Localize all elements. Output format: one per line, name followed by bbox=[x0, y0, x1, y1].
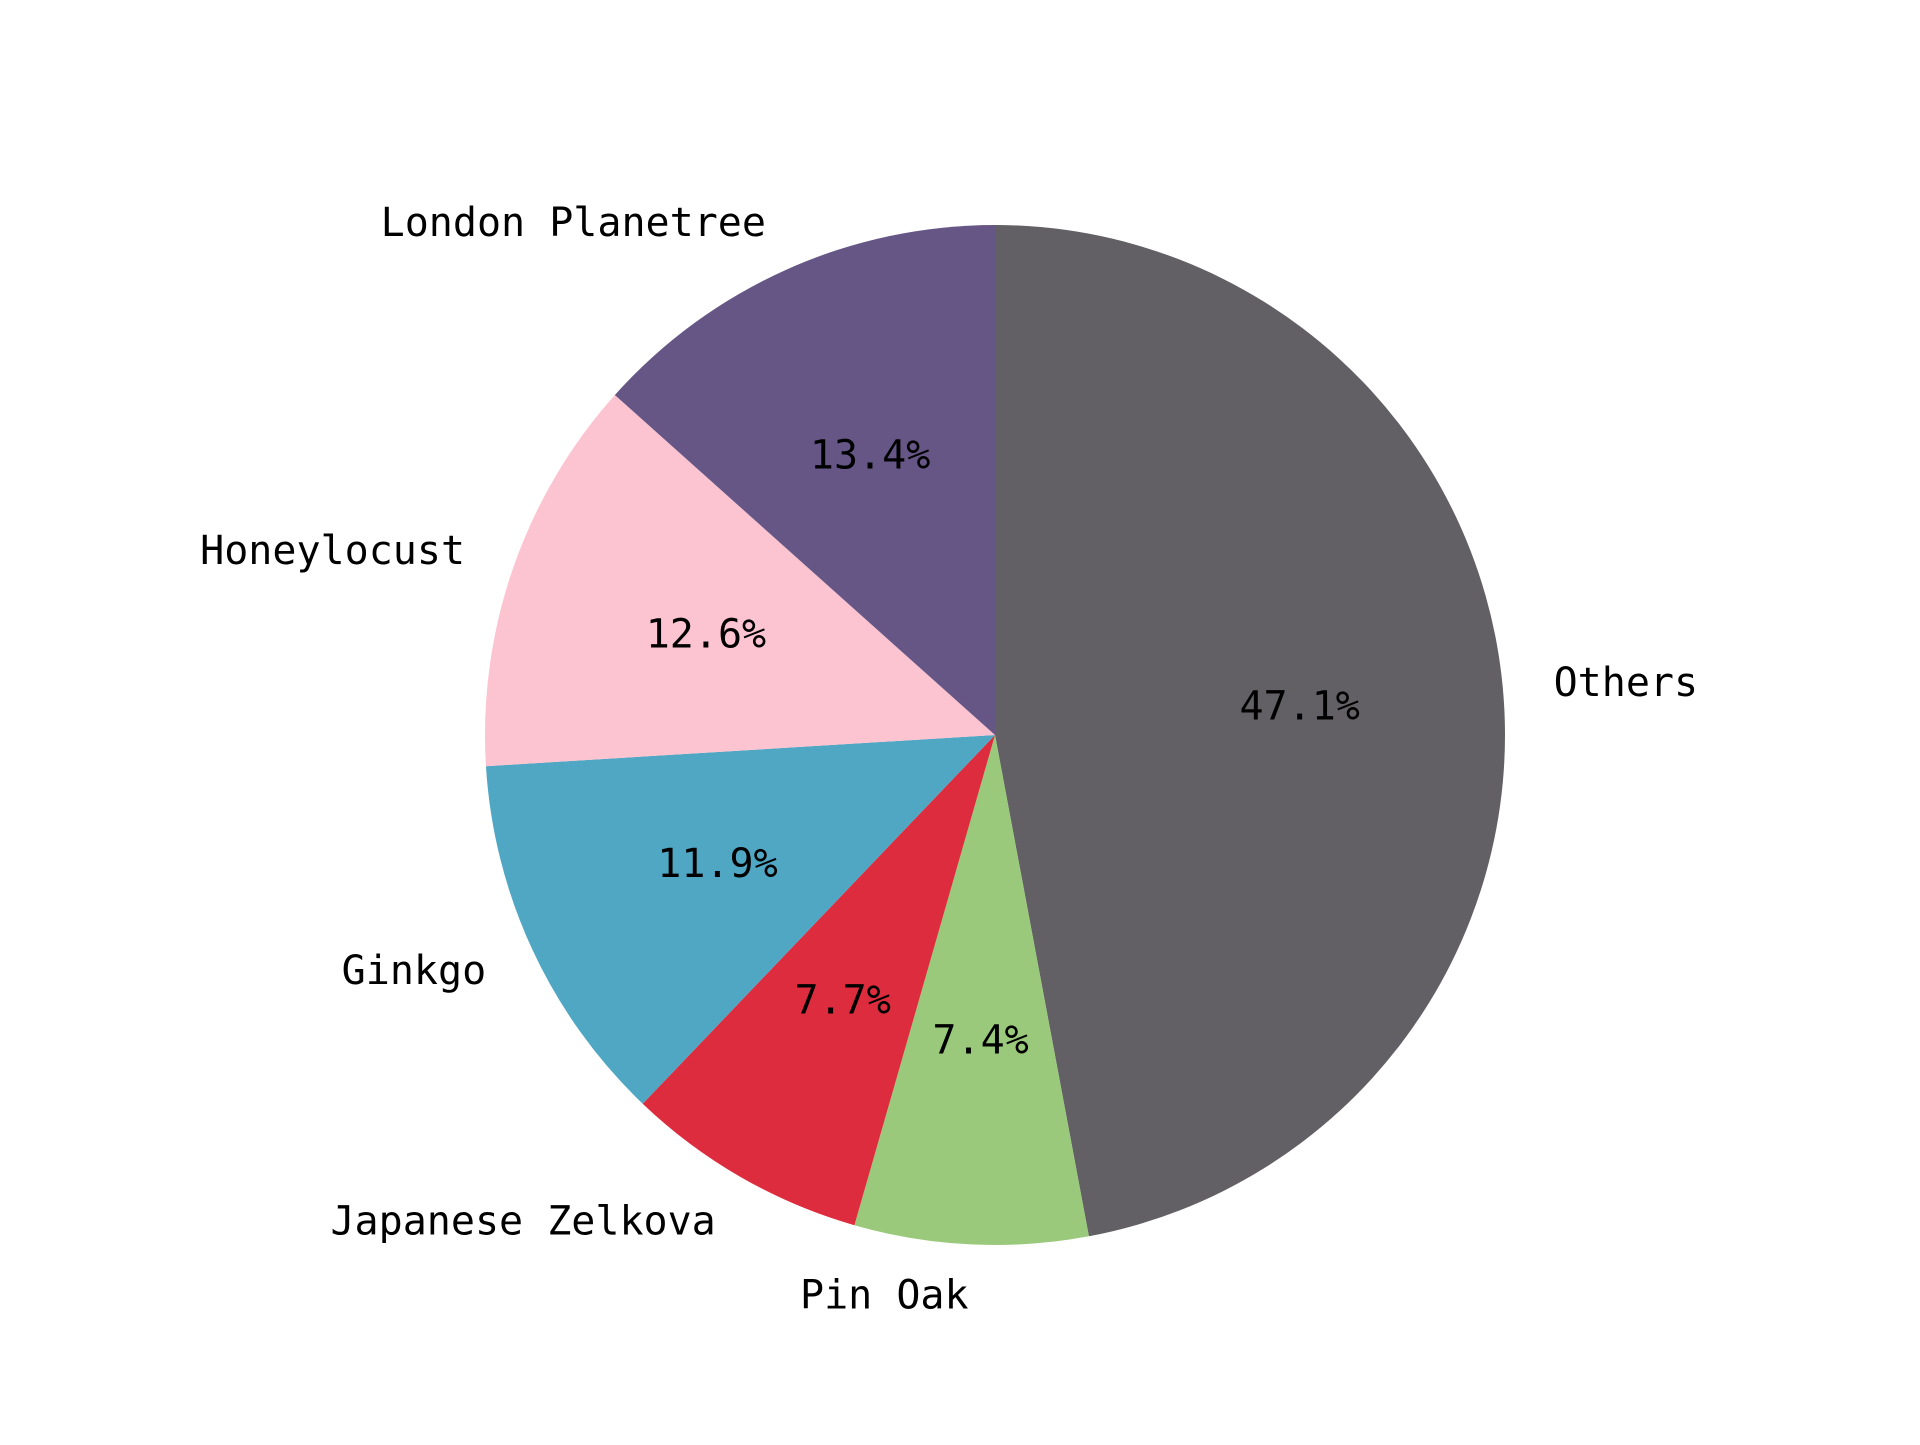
percent-label-ginkgo: 11.9% bbox=[657, 841, 777, 887]
percent-labels: 47.1% 7.4% 7.7% 11.9% 12.6% 13.4% bbox=[646, 433, 1360, 1064]
percent-label-others: 47.1% bbox=[1239, 684, 1359, 730]
percent-label-london-planetree: 13.4% bbox=[810, 433, 930, 479]
percent-label-pin-oak: 7.4% bbox=[932, 1018, 1028, 1064]
pie-slice-london-planetree bbox=[614, 225, 995, 735]
pie-slice-ginkgo bbox=[485, 735, 995, 1104]
category-label-honeylocust: Honeylocust bbox=[200, 528, 465, 574]
category-label-others: Others bbox=[1554, 660, 1699, 706]
pie-slice-others bbox=[995, 225, 1506, 1237]
percent-label-honeylocust: 12.6% bbox=[646, 612, 766, 658]
pie-slice-honeylocust bbox=[484, 395, 995, 767]
percent-label-japanese-zelkova: 7.7% bbox=[795, 977, 891, 1023]
category-label-london-planetree: London Planetree bbox=[381, 200, 766, 246]
category-label-ginkgo: Ginkgo bbox=[342, 948, 487, 994]
pie-slices bbox=[484, 225, 1506, 1245]
category-label-japanese-zelkova: Japanese Zelkova bbox=[330, 1199, 715, 1245]
category-label-pin-oak: Pin Oak bbox=[800, 1272, 969, 1318]
category-labels: Others Pin Oak Japanese Zelkova Ginkgo Honey… bbox=[200, 200, 1698, 1318]
pie-slice-japanese-zelkova bbox=[642, 735, 995, 1226]
pie-slice-pin-oak bbox=[854, 735, 1089, 1245]
